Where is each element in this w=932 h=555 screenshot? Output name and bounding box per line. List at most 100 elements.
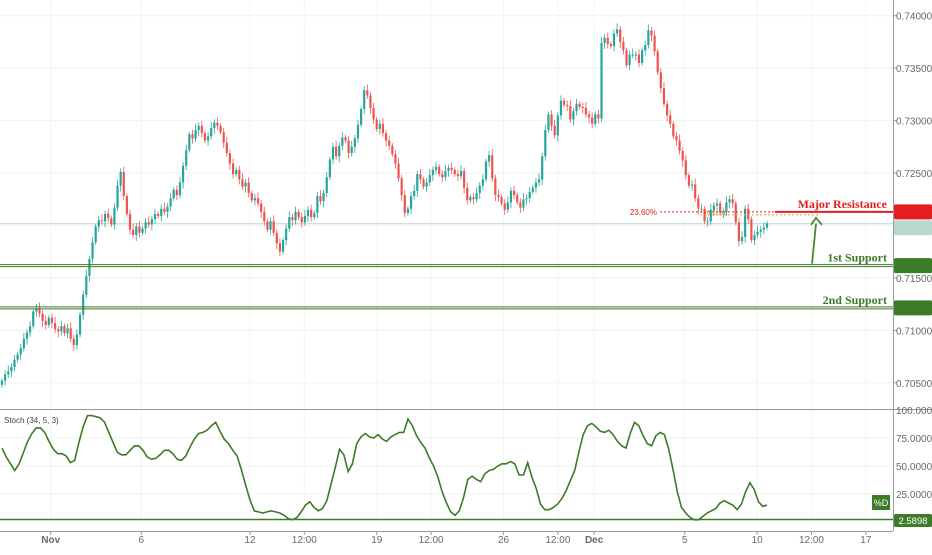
candle-body[interactable]: [331, 146, 335, 160]
candle-body[interactable]: [719, 203, 722, 213]
candle-body[interactable]: [578, 103, 581, 107]
candle-body[interactable]: [381, 123, 385, 134]
candle-body[interactable]: [469, 197, 472, 201]
candle-body[interactable]: [231, 163, 235, 175]
candle-body[interactable]: [75, 334, 79, 346]
candle-body[interactable]: [35, 308, 38, 312]
candle-body[interactable]: [341, 137, 344, 146]
candle-body[interactable]: [116, 185, 119, 208]
candle-body[interactable]: [547, 114, 550, 131]
candle-body[interactable]: [94, 226, 97, 243]
candle-body[interactable]: [132, 229, 135, 235]
candle-body[interactable]: [425, 182, 428, 187]
candle-body[interactable]: [531, 187, 534, 192]
candle-body[interactable]: [350, 146, 353, 154]
candle-body[interactable]: [388, 140, 391, 146]
candle-body[interactable]: [135, 226, 138, 235]
candle-body[interactable]: [32, 311, 35, 327]
candle-body[interactable]: [765, 223, 769, 228]
candle-body[interactable]: [475, 192, 478, 200]
candle-body[interactable]: [525, 198, 528, 200]
candle-body[interactable]: [200, 125, 203, 134]
candle-body[interactable]: [310, 209, 313, 218]
candle-body[interactable]: [4, 374, 7, 381]
candle-body[interactable]: [478, 185, 481, 193]
candle-body[interactable]: [431, 169, 434, 176]
candle-body[interactable]: [128, 213, 132, 230]
candle-body[interactable]: [306, 209, 310, 217]
candle-body[interactable]: [566, 104, 569, 106]
candle-body[interactable]: [753, 234, 756, 241]
candle-body[interactable]: [472, 197, 475, 200]
candle-body[interactable]: [47, 317, 50, 326]
candle-body[interactable]: [603, 37, 606, 43]
candle-body[interactable]: [647, 30, 650, 46]
candle-body[interactable]: [216, 122, 219, 126]
candle-body[interactable]: [725, 202, 728, 212]
candle-body[interactable]: [628, 54, 631, 66]
candle-body[interactable]: [50, 317, 54, 324]
candle-body[interactable]: [22, 338, 25, 349]
candle-body[interactable]: [497, 195, 500, 198]
candle-body[interactable]: [256, 198, 260, 204]
candle-body[interactable]: [672, 123, 675, 137]
candle-body[interactable]: [400, 178, 403, 196]
candle-body[interactable]: [66, 328, 69, 334]
candle-body[interactable]: [322, 192, 325, 202]
candle-body[interactable]: [188, 134, 191, 150]
candle-body[interactable]: [656, 51, 659, 73]
candle-body[interactable]: [260, 203, 263, 212]
candle-body[interactable]: [10, 367, 13, 372]
candle-body[interactable]: [253, 198, 257, 201]
candle-body[interactable]: [747, 208, 750, 220]
candle-body[interactable]: [356, 124, 360, 139]
candle-body[interactable]: [665, 103, 669, 116]
candle-body[interactable]: [69, 328, 72, 339]
candle-body[interactable]: [316, 196, 319, 213]
candle-body[interactable]: [522, 199, 525, 208]
candle-body[interactable]: [222, 132, 225, 143]
candle-body[interactable]: [662, 88, 666, 104]
candle-body[interactable]: [744, 208, 747, 238]
candle-body[interactable]: [241, 179, 244, 187]
candle-body[interactable]: [500, 197, 503, 204]
candle-body[interactable]: [569, 105, 572, 120]
candle-body[interactable]: [715, 203, 719, 206]
candle-body[interactable]: [225, 142, 228, 154]
candle-body[interactable]: [559, 100, 563, 116]
candle-body[interactable]: [263, 211, 266, 222]
candle-body[interactable]: [313, 212, 316, 218]
candle-body[interactable]: [712, 205, 716, 210]
candle-body[interactable]: [88, 259, 91, 276]
candle-body[interactable]: [44, 320, 47, 326]
candle-body[interactable]: [516, 195, 519, 203]
candle-body[interactable]: [272, 221, 275, 233]
candle-body[interactable]: [25, 332, 29, 339]
candle-body[interactable]: [584, 108, 587, 115]
candle-body[interactable]: [653, 35, 656, 52]
candle-body[interactable]: [591, 117, 594, 124]
candle-body[interactable]: [722, 211, 725, 213]
candle-body[interactable]: [335, 146, 338, 157]
candle-body[interactable]: [631, 54, 634, 56]
candle-body[interactable]: [244, 182, 247, 187]
candle-body[interactable]: [731, 199, 734, 204]
candle-body[interactable]: [534, 182, 538, 188]
candle-body[interactable]: [160, 208, 163, 217]
candle-body[interactable]: [185, 149, 188, 166]
candle-body[interactable]: [182, 165, 185, 183]
candle-body[interactable]: [594, 114, 597, 124]
candle-body[interactable]: [172, 189, 175, 199]
candle-body[interactable]: [384, 133, 388, 141]
candle-body[interactable]: [506, 202, 509, 210]
candle-body[interactable]: [178, 182, 182, 196]
candle-body[interactable]: [38, 308, 41, 314]
candle-body[interactable]: [669, 115, 672, 124]
candle-body[interactable]: [572, 111, 575, 120]
candle-body[interactable]: [363, 90, 366, 110]
candle-body[interactable]: [325, 177, 328, 193]
candle-body[interactable]: [328, 159, 331, 178]
candle-body[interactable]: [581, 106, 584, 109]
candle-body[interactable]: [428, 175, 431, 183]
